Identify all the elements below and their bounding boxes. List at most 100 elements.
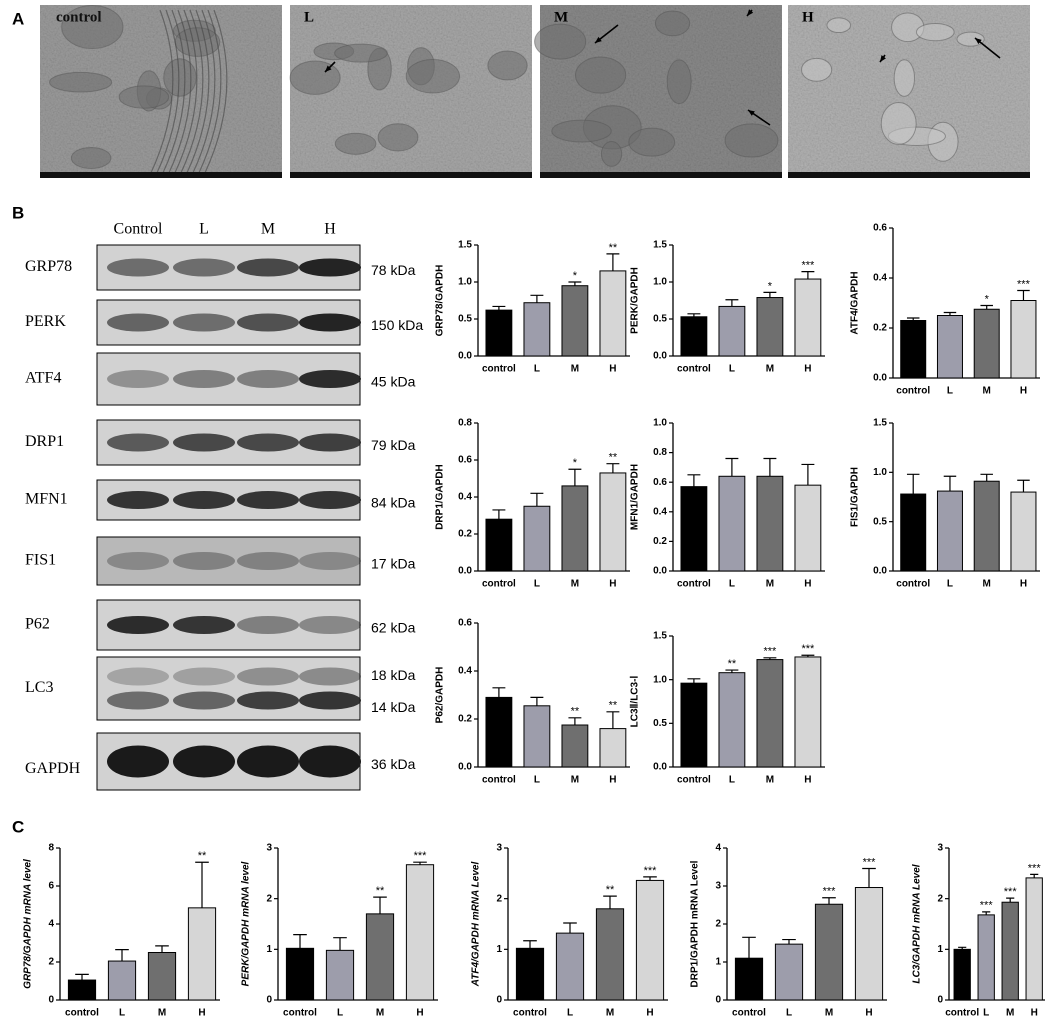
error-bar (530, 696, 544, 706)
organelle (600, 141, 623, 167)
organelle (654, 10, 691, 37)
blot-band (173, 552, 235, 570)
x-tick-label: control (482, 364, 516, 375)
bar (599, 270, 627, 357)
membrane (185, 9, 210, 176)
error-bar (980, 473, 993, 482)
significance: ** (728, 658, 737, 670)
scale-strip (290, 172, 532, 178)
blot-band (173, 745, 235, 778)
error-bar (763, 657, 777, 660)
bar (515, 947, 545, 1001)
micrograph-label: control (56, 9, 102, 25)
blot-band (107, 433, 169, 452)
blot-size: 14 kDa (371, 699, 416, 715)
y-tick-label: 2 (266, 893, 272, 904)
organelle (70, 146, 112, 169)
y-tick-label: 6 (48, 881, 54, 892)
x-tick-label: H (1031, 1008, 1038, 1019)
y-tick-label: 0.2 (653, 536, 667, 547)
x-tick-label: control (482, 579, 516, 590)
bar (680, 316, 708, 357)
organelle (377, 123, 419, 152)
error-bar (725, 457, 739, 477)
organelle (61, 4, 124, 50)
x-tick-label: control (732, 1008, 766, 1019)
significance: * (768, 280, 773, 292)
membrane (167, 9, 192, 176)
error-bar (643, 876, 657, 881)
y-tick-label: 0.0 (458, 566, 472, 577)
bar-chart: 0.0 0.5 1.0 1.5 control ** L *** M *** H LC3Ⅱ/LC3-Ⅰ (630, 631, 825, 786)
x-tick-label: M (606, 1008, 614, 1019)
organelle (118, 85, 170, 109)
blot-box (96, 536, 361, 586)
blot-protein: P62 (25, 616, 50, 633)
significance: *** (863, 856, 877, 868)
error-bar (943, 475, 957, 492)
blot-band (107, 691, 169, 710)
bar-chart: 0 1 2 3 control L ** M *** H ATF4/GAPDH mRNA Level (471, 843, 668, 1019)
blot-band (237, 745, 299, 778)
y-axis-label: DRP1/GAPDH (435, 464, 446, 530)
x-tick-label: L (947, 579, 953, 590)
bar (561, 285, 589, 357)
membrane (173, 9, 198, 176)
bar (147, 952, 177, 1001)
x-tick-label: L (534, 579, 540, 590)
y-tick-label: 0.0 (873, 373, 887, 384)
bar (718, 475, 746, 572)
membrane (191, 9, 216, 176)
x-tick-label: H (416, 1008, 423, 1019)
y-tick-label: 0.5 (653, 314, 667, 325)
x-tick-label: M (825, 1008, 833, 1019)
bar (680, 486, 708, 572)
organelle (334, 132, 377, 155)
bar-chart: 0.0 0.2 0.4 0.6 control L ** M ** H P62/GAPDH (435, 618, 630, 786)
bar (561, 485, 589, 572)
error-bar (568, 281, 582, 286)
bar (977, 914, 995, 1001)
y-tick-label: 1.5 (653, 240, 667, 251)
error-bar (943, 311, 957, 316)
bar (756, 297, 784, 357)
blot-size: 36 kDa (371, 756, 416, 772)
error-bar (782, 938, 796, 945)
bar (635, 879, 665, 1001)
panel-label: B (12, 203, 24, 222)
bar (718, 305, 746, 357)
bar (485, 696, 513, 768)
blot-box (96, 656, 361, 721)
y-tick-label: 0.5 (458, 314, 472, 325)
x-tick-label: control (945, 1008, 979, 1019)
bar (405, 864, 435, 1001)
organelle (915, 22, 955, 42)
membrane (197, 9, 222, 176)
bar (523, 705, 551, 768)
bar (1010, 491, 1037, 572)
bar (936, 315, 963, 379)
error-bar (293, 934, 307, 949)
x-tick-label: control (677, 775, 711, 786)
y-tick-label: 0.8 (653, 447, 667, 458)
y-axis-label: ATF4/GAPDH mRNA Level (471, 862, 482, 988)
x-tick-label: M (158, 1008, 166, 1019)
x-tick-label: H (804, 364, 811, 375)
blot-band (299, 552, 361, 570)
y-tick-label: 1.0 (873, 467, 887, 478)
error-bar (982, 911, 991, 915)
error-bar (492, 687, 506, 698)
y-tick-label: 2 (48, 957, 54, 968)
bar (900, 320, 927, 379)
significance: *** (1017, 278, 1031, 290)
y-axis-label: ATF4/GAPDH (850, 271, 861, 334)
x-tick-label: L (337, 1008, 343, 1019)
y-tick-label: 0 (715, 995, 721, 1006)
significance: *** (763, 646, 777, 658)
organelle (628, 127, 676, 157)
y-tick-label: 1.0 (653, 418, 667, 429)
blot-size: 78 kDa (371, 262, 416, 278)
bar (187, 907, 217, 1001)
error-bar (606, 253, 620, 271)
y-tick-label: 3 (715, 881, 721, 892)
